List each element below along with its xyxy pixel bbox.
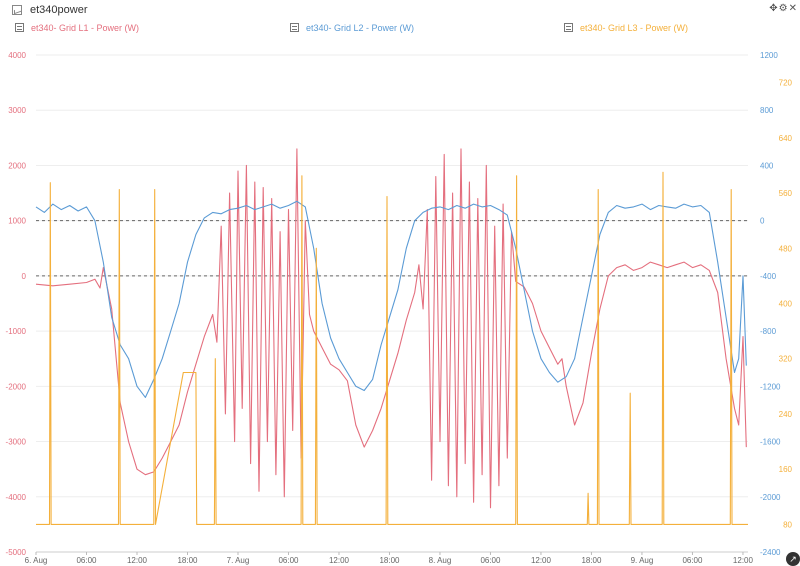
x-tick-label: 8. Aug: [429, 556, 452, 565]
close-icon[interactable]: ✕: [788, 3, 798, 14]
x-tick-label: 12:00: [127, 556, 148, 565]
series-line-l1: [35, 148, 747, 509]
grid-lines: [35, 54, 748, 555]
y-right-outer-tick-label: 80: [783, 520, 792, 529]
legend-label: et340- Grid L2 - Power (W): [306, 23, 415, 33]
legend-series-icon: [290, 23, 299, 32]
legend-series-icon: [564, 23, 573, 32]
y-right-outer-tick-label: 160: [779, 465, 793, 474]
y-left-tick-label: 0: [22, 272, 27, 281]
gear-icon[interactable]: ⚙: [778, 3, 789, 14]
legend-label: et340- Grid L1 - Power (W): [31, 23, 140, 33]
y-left-tick-label: 1000: [8, 217, 26, 226]
series-line-l3: [36, 171, 748, 525]
x-tick-label: 06:00: [480, 556, 501, 565]
window-controls[interactable]: ✥⚙✕: [769, 3, 798, 14]
legend-label: et340- Grid L3 - Power (W): [580, 23, 689, 33]
y-right-inner-tick-label: -1200: [760, 382, 781, 391]
x-tick-label: 06:00: [76, 556, 97, 565]
y-left-tick-label: -3000: [6, 438, 27, 447]
y-right-outer-tick-label: 720: [779, 79, 793, 88]
y-right-inner-tick-label: 400: [760, 161, 774, 170]
y-right-outer-tick-label: 400: [779, 300, 793, 309]
y-left-tick-label: 4000: [8, 51, 26, 60]
y-left-tick-label: -5000: [6, 548, 27, 557]
move-icon[interactable]: ✥: [769, 3, 779, 14]
y-right-inner-tick-label: -1600: [760, 438, 781, 447]
y-right-inner-tick-label: 1200: [760, 51, 778, 60]
tick-labels: 40003000200010000-1000-2000-3000-4000-50…: [6, 51, 793, 565]
chart-app-icon: [12, 5, 22, 15]
y-right-outer-tick-label: 480: [779, 244, 793, 253]
resize-handle[interactable]: ↗: [786, 552, 800, 566]
y-right-outer-tick-label: 320: [779, 355, 793, 364]
y-left-tick-label: -2000: [6, 382, 27, 391]
x-tick-label: 7. Aug: [227, 556, 250, 565]
window-titlebar: et340power ✥⚙✕: [0, 0, 800, 20]
x-tick-label: 06:00: [682, 556, 703, 565]
y-right-inner-tick-label: -2400: [760, 548, 781, 557]
y-right-outer-tick-label: 560: [779, 189, 793, 198]
y-left-tick-label: -4000: [6, 493, 27, 502]
window-title: et340power: [30, 4, 88, 16]
x-tick-label: 06:00: [278, 556, 299, 565]
x-tick-label: 18:00: [177, 556, 198, 565]
reference-lines: [36, 220, 748, 277]
y-right-outer-tick-label: 640: [779, 134, 793, 143]
y-left-tick-label: 3000: [8, 106, 26, 115]
y-right-inner-tick-label: 800: [760, 106, 774, 115]
x-tick-label: 12:00: [329, 556, 350, 565]
y-right-inner-tick-label: -2000: [760, 493, 781, 502]
x-tick-label: 18:00: [581, 556, 602, 565]
legend-series-icon: [15, 23, 24, 32]
series-line-l2: [35, 200, 747, 398]
y-right-inner-tick-label: -800: [760, 327, 777, 336]
x-tick-label: 9. Aug: [631, 556, 654, 565]
y-right-inner-tick-label: -400: [760, 272, 777, 281]
y-left-tick-label: -1000: [6, 327, 27, 336]
y-left-tick-label: 2000: [8, 161, 26, 170]
x-tick-label: 12:00: [531, 556, 552, 565]
x-tick-label: 18:00: [379, 556, 400, 565]
y-right-inner-tick-label: 0: [760, 217, 765, 226]
series-lines: [35, 148, 748, 525]
x-tick-label: 12:00: [733, 556, 754, 565]
y-right-outer-tick-label: 240: [779, 410, 793, 419]
x-tick-label: 6. Aug: [25, 556, 48, 565]
